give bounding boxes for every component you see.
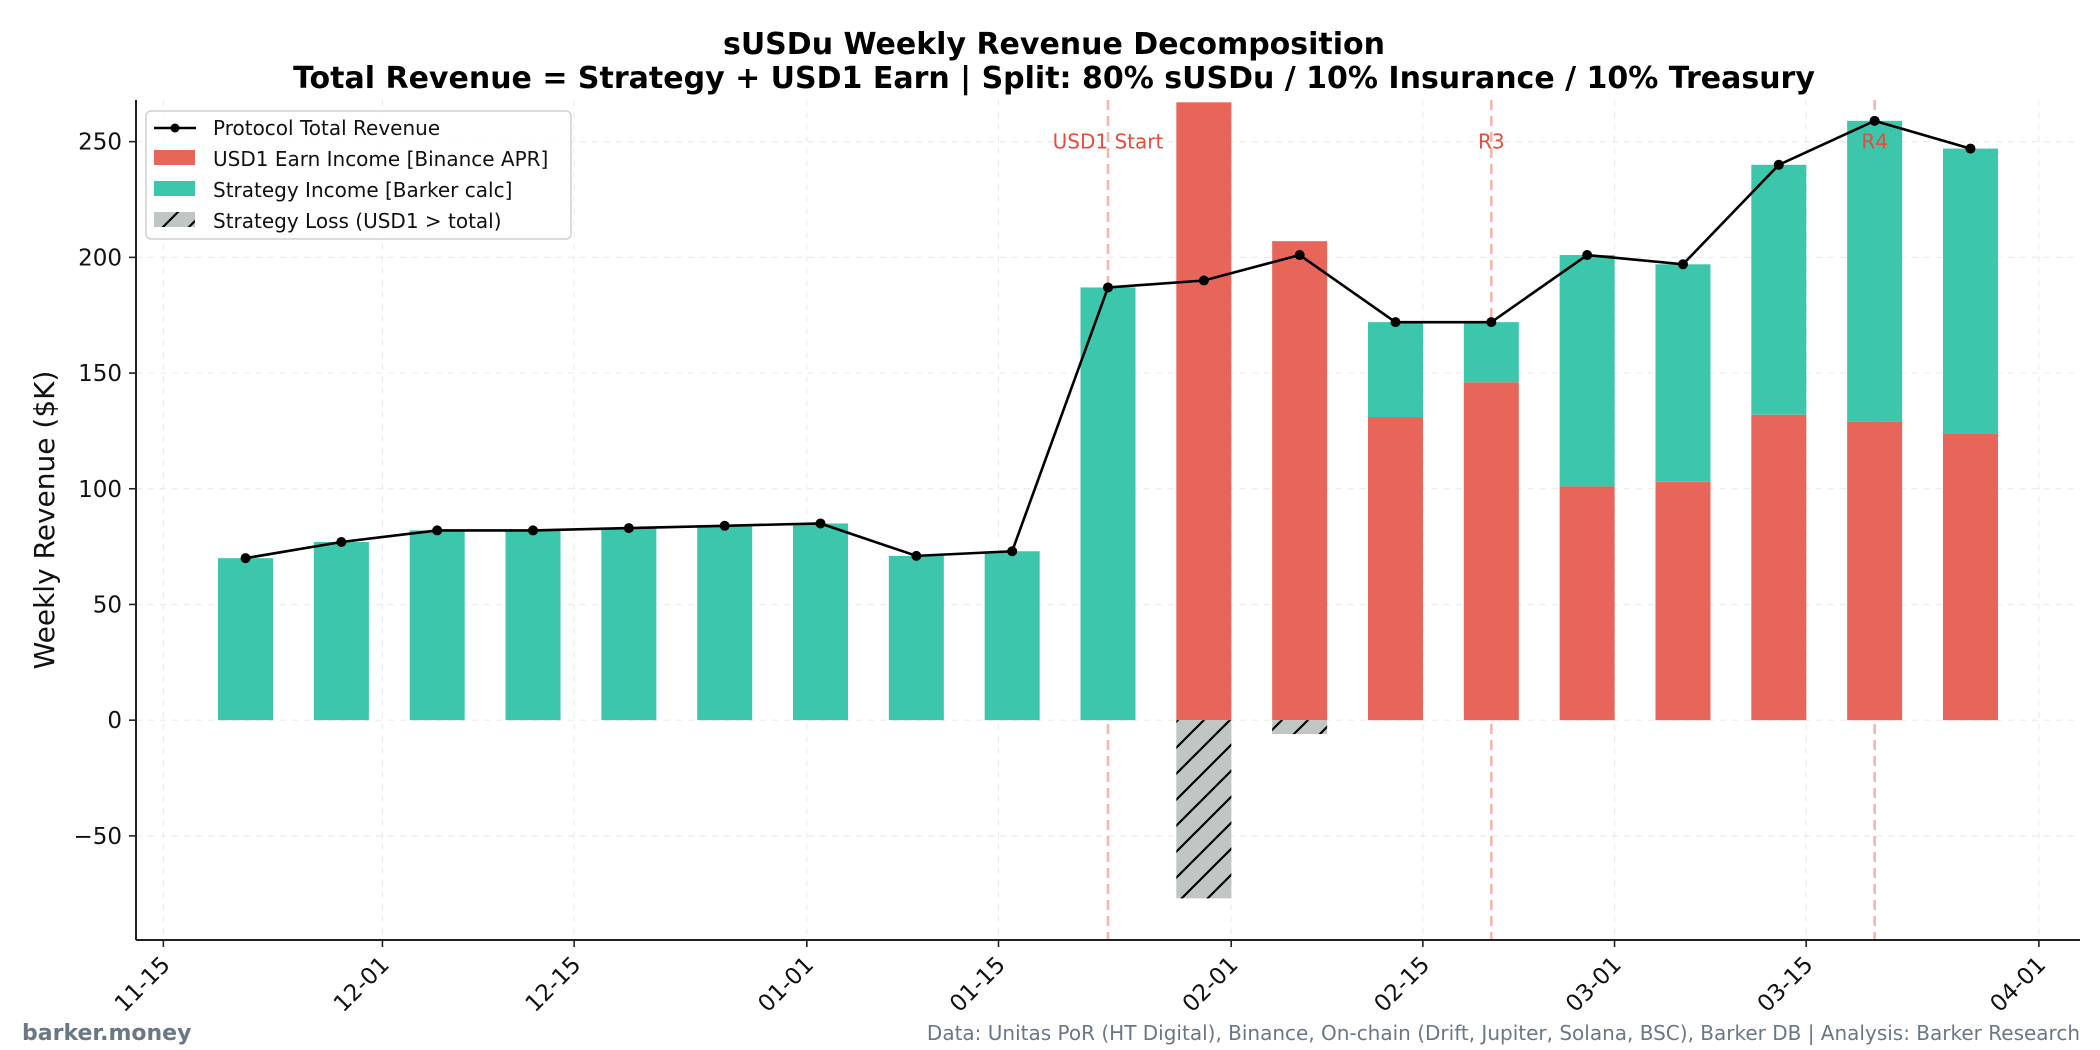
total-revenue-point: [1677, 259, 1688, 270]
bar-strategy-income: [1463, 322, 1519, 383]
bar-strategy-income: [888, 555, 944, 721]
bar-usd1-earn: [1847, 421, 1903, 721]
y-tick-label: 100: [78, 477, 122, 503]
bar-strategy-income: [697, 525, 753, 721]
chart-title: sUSDu Weekly Revenue Decomposition: [723, 27, 1385, 62]
total-revenue-point: [815, 518, 826, 529]
bar-usd1-earn: [1176, 102, 1232, 721]
bar-usd1-earn: [1751, 414, 1807, 721]
annotation-label: R4: [1861, 130, 1888, 154]
brand-label: barker.money: [22, 1021, 191, 1046]
bar-strategy-income: [1559, 255, 1615, 487]
bar-usd1-earn: [1559, 486, 1615, 721]
legend: Protocol Total Revenue USD1 Earn Income …: [145, 110, 572, 240]
bars: [218, 102, 1998, 899]
total-revenue-point: [1582, 250, 1593, 261]
y-tick-label: 200: [78, 245, 122, 271]
bar-strategy-income: [793, 523, 849, 721]
legend-swatch-loss: [154, 212, 195, 227]
bar-usd1-earn: [1272, 241, 1328, 721]
bar-strategy-income: [313, 541, 369, 721]
y-tick-label: 0: [107, 708, 122, 734]
total-revenue-point: [719, 520, 730, 531]
total-revenue-point: [1103, 282, 1113, 293]
bar-usd1-earn: [1367, 417, 1423, 721]
x-tick-label: 02-15: [1369, 952, 1435, 1018]
total-revenue-point: [911, 550, 922, 561]
source-label: Data: Unitas PoR (HT Digital), Binance, …: [927, 1021, 2080, 1045]
total-revenue-point: [1965, 143, 1976, 154]
x-tick-label: 02-01: [1178, 952, 1244, 1018]
x-tick-label: 03-15: [1753, 952, 1819, 1018]
annotation-label: USD1 Start: [1053, 130, 1164, 154]
bar-usd1-earn: [1655, 481, 1711, 721]
bar-strategy-income: [505, 530, 561, 721]
chart-subtitle: Total Revenue = Strategy + USD1 Earn | S…: [293, 61, 1815, 96]
legend-label-total: Protocol Total Revenue: [213, 116, 440, 140]
total-revenue-point: [1294, 250, 1305, 261]
bar-strategy-loss: [1272, 720, 1328, 735]
y-tick-label: 50: [93, 592, 122, 618]
x-tick-label: 01-01: [753, 952, 819, 1018]
total-revenue-point: [336, 536, 347, 547]
bar-strategy-income: [1751, 164, 1807, 415]
x-tick-label: 01-15: [945, 952, 1011, 1018]
x-tick-label: 11-15: [110, 952, 176, 1018]
annotation-label: R3: [1478, 130, 1505, 154]
bar-usd1-earn: [1463, 382, 1519, 721]
total-revenue-point: [528, 525, 539, 536]
y-tick-label: 250: [78, 130, 122, 156]
legend-label-usd1: USD1 Earn Income [Binance APR]: [213, 147, 548, 171]
bar-strategy-income: [1942, 148, 1998, 434]
total-revenue-point: [623, 523, 634, 534]
total-revenue-point: [1198, 275, 1209, 286]
total-revenue-point: [1390, 317, 1401, 328]
legend-marker-swatch: [170, 123, 180, 133]
y-axis-label: Weekly Revenue ($K): [28, 371, 61, 670]
bar-strategy-loss: [1176, 720, 1232, 899]
bar-strategy-income: [1847, 120, 1903, 422]
legend-swatch-strategy: [154, 181, 195, 196]
x-tick-label: 04-01: [1986, 952, 2052, 1018]
bar-strategy-income: [984, 551, 1040, 721]
bar-strategy-income: [601, 528, 657, 721]
total-revenue-point: [1869, 115, 1880, 126]
total-revenue-point: [1007, 546, 1018, 557]
total-revenue-point: [240, 553, 251, 564]
axes: [135, 100, 2080, 941]
bar-strategy-income: [218, 558, 274, 721]
x-ticks: 11-15 12-01 12-15 01-01 01-15 02-01 02-15 03-01…: [110, 940, 2051, 1018]
x-tick-label: 12-01: [329, 952, 395, 1018]
y-ticks: −50 0 50 100 150 200 250: [73, 130, 136, 850]
total-revenue-point: [1486, 317, 1497, 328]
bar-strategy-income: [409, 530, 465, 721]
total-revenue-line: [240, 115, 1976, 564]
legend-label-loss: Strategy Loss (USD1 > total): [213, 209, 502, 233]
x-tick-label: 03-01: [1561, 952, 1627, 1018]
y-tick-label: −50: [73, 824, 122, 850]
bar-strategy-income: [1367, 322, 1423, 418]
legend-label-strategy: Strategy Income [Barker calc]: [213, 178, 512, 202]
bar-strategy-income: [1080, 287, 1136, 721]
y-tick-label: 150: [78, 361, 122, 387]
legend-swatch-usd1: [154, 150, 195, 165]
bar-strategy-income: [1655, 264, 1711, 482]
total-revenue-point: [1773, 159, 1784, 170]
legend-box: [145, 110, 572, 240]
total-revenue-point: [432, 525, 443, 536]
x-tick-label: 12-15: [521, 952, 587, 1018]
bar-usd1-earn: [1942, 433, 1998, 721]
